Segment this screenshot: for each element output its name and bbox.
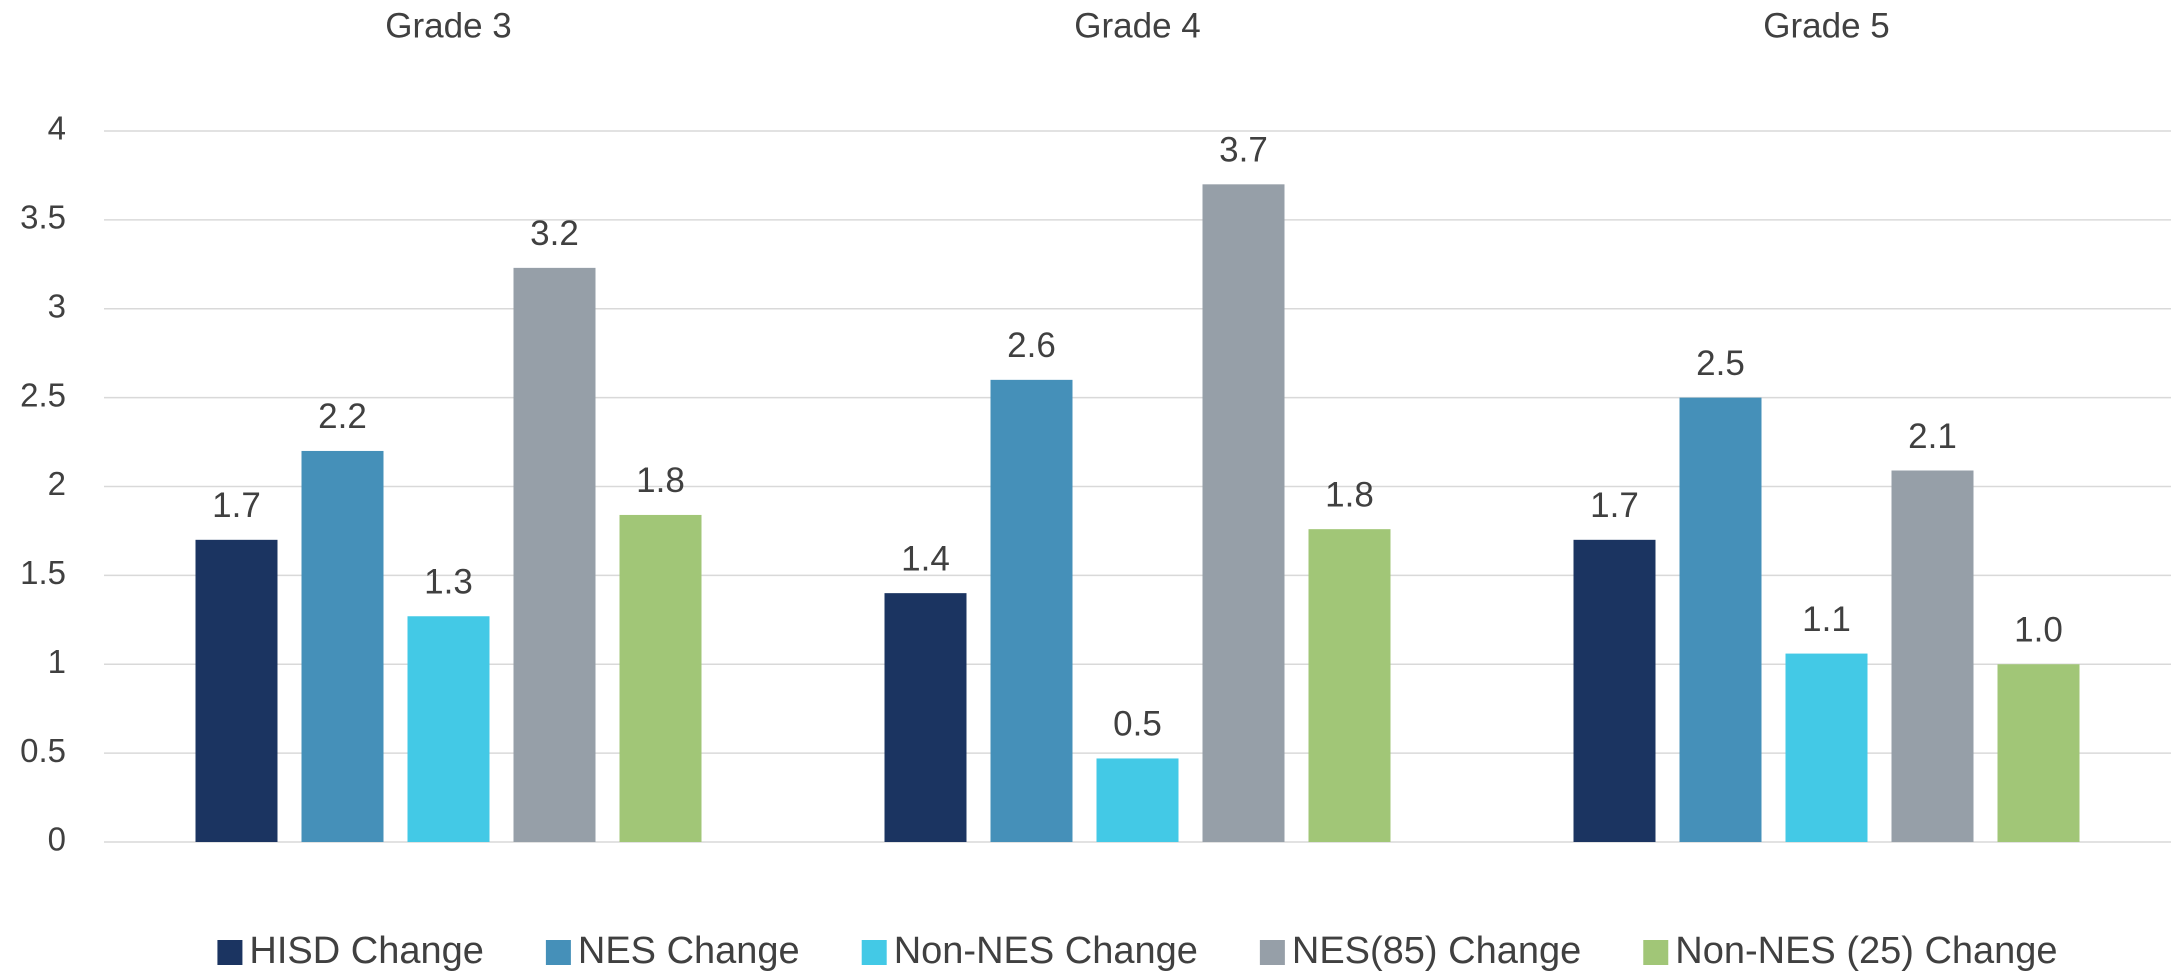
data-label: 1.8: [1325, 475, 1374, 514]
data-label: 3.2: [530, 214, 579, 253]
category-label: Grade 3: [385, 6, 511, 45]
legend-label: HISD Change: [249, 930, 483, 972]
data-label: 2.5: [1696, 344, 1745, 383]
y-tick-label: 2: [48, 465, 66, 502]
data-label: 1.7: [1590, 486, 1639, 525]
data-label: 2.1: [1908, 417, 1957, 456]
y-tick-label: 0.5: [20, 732, 66, 769]
y-tick-label: 3.5: [20, 199, 66, 236]
data-label: 3.7: [1219, 131, 1268, 170]
bar: [1679, 397, 1762, 842]
bar: [407, 616, 490, 842]
bar: [1573, 539, 1656, 842]
bar: [1891, 470, 1974, 842]
legend-swatch: [1643, 940, 1669, 965]
legend-swatch: [545, 940, 571, 965]
bar: [619, 514, 702, 842]
bar: [195, 539, 278, 842]
bar: [884, 593, 967, 842]
legend-label: NES(85) Change: [1292, 930, 1581, 972]
y-tick-label: 0: [48, 821, 66, 858]
bar: [1096, 758, 1179, 842]
bar: [1785, 653, 1868, 842]
bar: [1997, 664, 2080, 842]
category-label: Grade 4: [1074, 6, 1200, 45]
y-tick-label: 2.5: [20, 376, 66, 413]
data-label: 2.6: [1007, 326, 1056, 365]
y-tick-label: 3: [48, 287, 66, 324]
y-tick-label: 1.5: [20, 554, 66, 591]
data-label: 1.0: [2014, 611, 2063, 650]
legend-swatch: [1259, 940, 1285, 965]
legend-label: Non-NES (25) Change: [1675, 930, 2057, 972]
bar: [1308, 529, 1391, 842]
category-label: Grade 5: [1763, 6, 1889, 45]
bar: [1202, 184, 1285, 842]
data-label: 1.8: [636, 461, 685, 500]
data-label: 1.7: [212, 486, 261, 525]
bar: [301, 450, 384, 842]
bar: [513, 267, 596, 842]
data-label: 0.5: [1113, 705, 1162, 744]
legend-label: NES Change: [578, 930, 800, 972]
bar: [990, 379, 1073, 842]
data-label: 1.3: [424, 563, 473, 602]
legend-swatch: [217, 940, 243, 965]
data-label: 1.4: [901, 539, 950, 578]
data-label: 2.2: [318, 397, 367, 436]
y-tick-label: 4: [48, 110, 66, 147]
data-label: 1.1: [1802, 600, 1851, 639]
legend-label: Non-NES Change: [894, 930, 1198, 972]
legend-swatch: [861, 940, 887, 965]
y-tick-label: 1: [48, 643, 66, 680]
